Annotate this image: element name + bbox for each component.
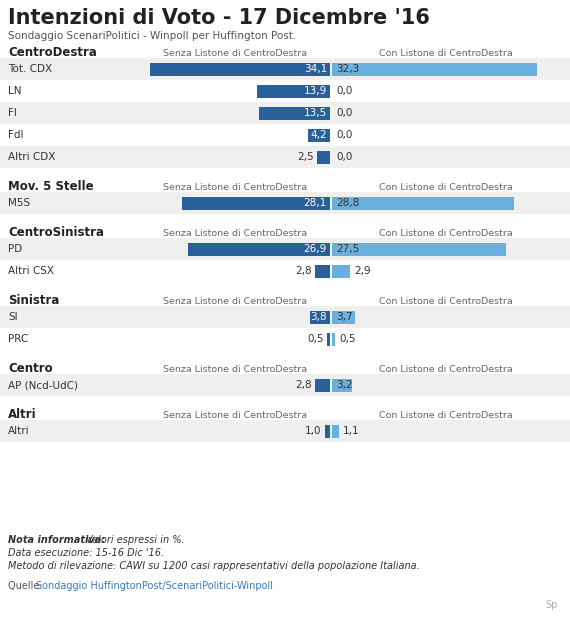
- Text: 4,2: 4,2: [311, 130, 327, 140]
- Text: 2,5: 2,5: [297, 152, 314, 162]
- Bar: [0, 306, 570, 328]
- Bar: [0, 420, 570, 442]
- Bar: [332, 197, 514, 210]
- Bar: [332, 242, 506, 255]
- Text: 3,7: 3,7: [336, 312, 353, 322]
- Text: Intenzioni di Voto - 17 Dicembre '16: Intenzioni di Voto - 17 Dicembre '16: [8, 8, 430, 28]
- Text: CentroSinistra: CentroSinistra: [8, 227, 104, 240]
- Text: 27,5: 27,5: [336, 244, 359, 254]
- Text: 0,0: 0,0: [336, 86, 352, 96]
- Bar: [0, 58, 570, 80]
- Bar: [150, 62, 330, 75]
- Bar: [259, 106, 330, 119]
- Bar: [0, 146, 570, 168]
- Text: Data esecuzione: 15-16 Dic '16.: Data esecuzione: 15-16 Dic '16.: [8, 548, 164, 558]
- Text: Altri: Altri: [8, 408, 36, 421]
- Text: Altri CSX: Altri CSX: [8, 266, 54, 276]
- Bar: [332, 378, 352, 391]
- Text: 13,5: 13,5: [304, 108, 327, 118]
- Text: Metodo di rilevazione: CAWI su 1200 casi rappresentativi della popolazione Itali: Metodo di rilevazione: CAWI su 1200 casi…: [8, 561, 420, 571]
- Bar: [0, 124, 570, 146]
- Text: CentroDestra: CentroDestra: [8, 46, 97, 59]
- Text: M5S: M5S: [8, 198, 30, 208]
- Text: Senza Listone di CentroDestra: Senza Listone di CentroDestra: [163, 410, 307, 420]
- Text: AP (Ncd-UdC): AP (Ncd-UdC): [8, 380, 78, 390]
- Bar: [0, 374, 570, 396]
- Text: 2,8: 2,8: [296, 380, 312, 390]
- Text: 3,8: 3,8: [311, 312, 327, 322]
- Bar: [0, 260, 570, 282]
- Bar: [256, 85, 330, 98]
- Text: Con Listone di CentroDestra: Con Listone di CentroDestra: [379, 48, 513, 57]
- Text: 2,9: 2,9: [355, 266, 371, 276]
- Text: 2,8: 2,8: [296, 266, 312, 276]
- Text: Senza Listone di CentroDestra: Senza Listone di CentroDestra: [163, 48, 307, 57]
- Bar: [0, 192, 570, 214]
- Text: Mov. 5 Stelle: Mov. 5 Stelle: [8, 180, 93, 193]
- Bar: [332, 310, 356, 323]
- Bar: [332, 425, 339, 438]
- Bar: [308, 129, 330, 142]
- Text: Senza Listone di CentroDestra: Senza Listone di CentroDestra: [163, 182, 307, 192]
- Text: 1,0: 1,0: [305, 426, 321, 436]
- Bar: [0, 328, 570, 350]
- Bar: [332, 265, 351, 277]
- Text: 26,9: 26,9: [304, 244, 327, 254]
- Text: FdI: FdI: [8, 130, 23, 140]
- Text: Con Listone di CentroDestra: Con Listone di CentroDestra: [379, 365, 513, 373]
- Bar: [315, 378, 330, 391]
- Text: 1,1: 1,1: [343, 426, 360, 436]
- Text: 3,2: 3,2: [336, 380, 353, 390]
- Text: FI: FI: [8, 108, 17, 118]
- Bar: [0, 102, 570, 124]
- Text: Con Listone di CentroDestra: Con Listone di CentroDestra: [379, 410, 513, 420]
- Text: Sondaggio HuffingtonPost/ScenariPolitici-Winpoll: Sondaggio HuffingtonPost/ScenariPolitici…: [36, 581, 273, 591]
- Text: Quelle:: Quelle:: [8, 581, 46, 591]
- Text: Sp: Sp: [545, 600, 558, 610]
- Text: 0,0: 0,0: [336, 152, 352, 162]
- Text: Sinistra: Sinistra: [8, 295, 59, 308]
- Text: 34,1: 34,1: [304, 64, 327, 74]
- Text: Nota informativa:: Nota informativa:: [8, 535, 105, 545]
- Text: 13,9: 13,9: [304, 86, 327, 96]
- Text: PRC: PRC: [8, 334, 29, 344]
- Text: Senza Listone di CentroDestra: Senza Listone di CentroDestra: [163, 229, 307, 237]
- Text: 0,0: 0,0: [336, 108, 352, 118]
- Text: Sondaggio ScenariPolitici - Winpoll per Huffington Post.: Sondaggio ScenariPolitici - Winpoll per …: [8, 31, 296, 41]
- Text: 0,5: 0,5: [339, 334, 356, 344]
- Bar: [327, 332, 330, 345]
- Text: Valori espressi in %.: Valori espressi in %.: [83, 535, 185, 545]
- Text: PD: PD: [8, 244, 22, 254]
- Bar: [0, 238, 570, 260]
- Text: Altri CDX: Altri CDX: [8, 152, 55, 162]
- Bar: [332, 332, 335, 345]
- Bar: [325, 425, 330, 438]
- Text: 0,5: 0,5: [308, 334, 324, 344]
- Text: Con Listone di CentroDestra: Con Listone di CentroDestra: [379, 182, 513, 192]
- Text: Senza Listone di CentroDestra: Senza Listone di CentroDestra: [163, 297, 307, 305]
- Text: Senza Listone di CentroDestra: Senza Listone di CentroDestra: [163, 365, 307, 373]
- Bar: [310, 310, 330, 323]
- Text: 28,1: 28,1: [304, 198, 327, 208]
- Text: 0,0: 0,0: [336, 130, 352, 140]
- Text: SI: SI: [8, 312, 18, 322]
- Bar: [188, 242, 330, 255]
- Bar: [0, 80, 570, 102]
- Text: 32,3: 32,3: [336, 64, 359, 74]
- Bar: [182, 197, 330, 210]
- Text: LN: LN: [8, 86, 22, 96]
- Text: Tot. CDX: Tot. CDX: [8, 64, 52, 74]
- Text: Altri: Altri: [8, 426, 30, 436]
- Text: 28,8: 28,8: [336, 198, 359, 208]
- Text: Con Listone di CentroDestra: Con Listone di CentroDestra: [379, 297, 513, 305]
- Text: Centro: Centro: [8, 363, 52, 376]
- Bar: [315, 265, 330, 277]
- Text: Con Listone di CentroDestra: Con Listone di CentroDestra: [379, 229, 513, 237]
- Bar: [317, 151, 330, 164]
- Bar: [332, 62, 536, 75]
